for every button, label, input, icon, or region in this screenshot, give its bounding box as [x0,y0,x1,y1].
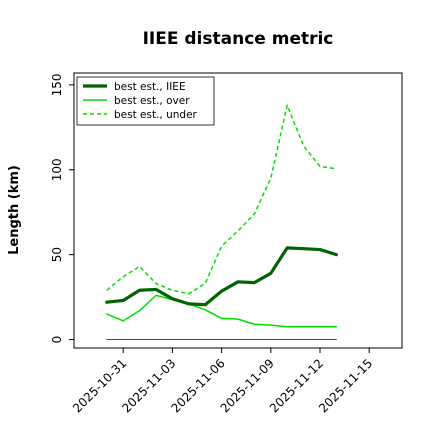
plot-area [73,72,403,349]
series-line-best-est-under [106,104,337,295]
legend-label: best est., IIEE [114,81,186,93]
series-line-best-est-iiee [105,246,338,307]
legend-label: best est., over [114,95,190,107]
y-axis: 0 50 100 150 [50,73,74,343]
x-axis: 2025-10-312025-11-032025-11-062025-11-09… [70,348,375,415]
legend-label: best est., under [114,109,198,121]
legend: best est., IIEE best est., over best est.,… [76,76,215,126]
y-tick-label: 100 [50,158,64,181]
y-axis-label: Length (km) [7,165,22,255]
series-layer [105,104,338,341]
y-tick-label: 0 [50,336,64,344]
y-tick-label: 150 [50,73,64,96]
chart-title: IIEE distance metric [143,29,334,49]
y-tick-label: 50 [50,247,64,262]
series-line-best-est-over [106,294,338,328]
